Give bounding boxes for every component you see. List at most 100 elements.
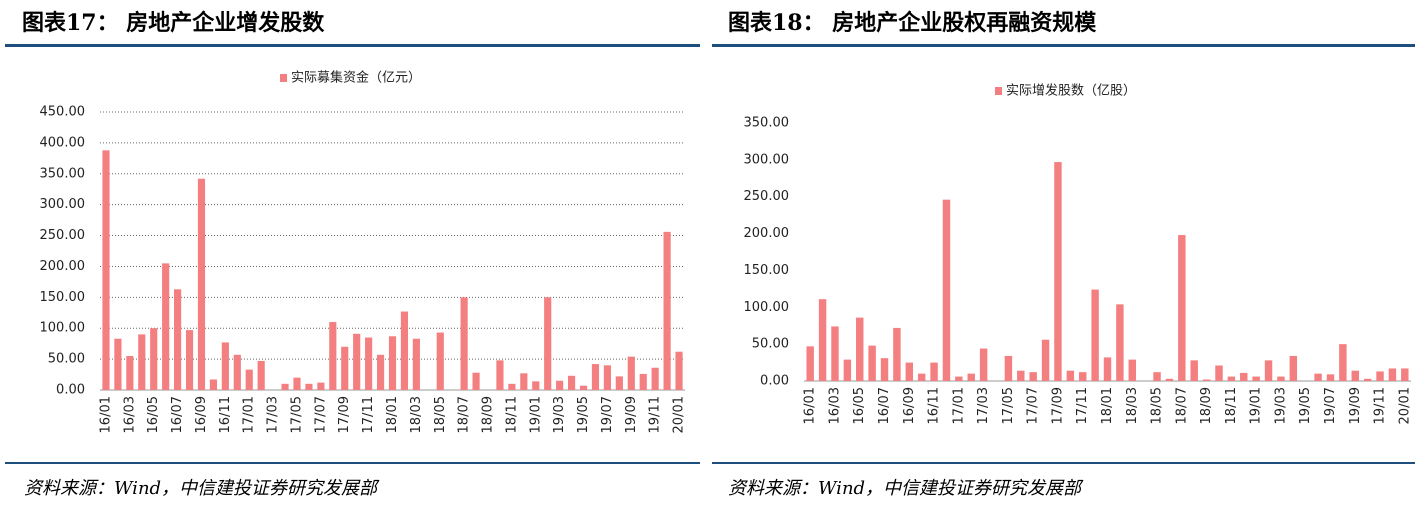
x-tick-label: 17/05 (1001, 387, 1016, 424)
x-tick-label: 16/01 (98, 396, 113, 433)
x-tick-label: 19/09 (1348, 387, 1363, 424)
x-tick-label: 17/07 (1026, 387, 1041, 424)
header-rule (712, 44, 1415, 47)
bar (520, 373, 528, 390)
x-tick-label: 19/01 (1249, 387, 1264, 424)
bar (880, 358, 889, 381)
bar (1363, 378, 1372, 381)
bar (174, 289, 182, 390)
x-tick-label: 18/07 (457, 396, 472, 433)
bar (126, 356, 134, 390)
x-tick-label: 18/11 (1224, 387, 1239, 424)
bar (663, 231, 671, 390)
x-tick-label: 16/03 (827, 387, 842, 424)
x-tick-label: 20/01 (672, 396, 687, 433)
bar (1091, 289, 1099, 381)
bar (1116, 304, 1124, 381)
bar (1314, 373, 1322, 381)
y-tick-label: 0.00 (760, 374, 789, 389)
y-tick-label: 200.00 (744, 226, 790, 241)
y-tick-label: 300.00 (40, 197, 86, 212)
bar (603, 365, 611, 390)
bar (1240, 372, 1248, 381)
x-tick-label: 16/01 (803, 387, 818, 424)
bar (544, 297, 552, 390)
x-tick-label: 18/11 (504, 396, 519, 433)
bar (185, 330, 194, 390)
bar (579, 385, 588, 390)
x-tick-label: 17/07 (313, 396, 328, 433)
bar (436, 332, 444, 390)
bar (1041, 339, 1050, 381)
bar (905, 362, 914, 381)
bar (831, 326, 839, 381)
bar (856, 317, 864, 381)
bar (353, 333, 361, 390)
bar (532, 381, 540, 390)
y-tick-label: 350.00 (744, 116, 790, 131)
y-tick-label: 100.00 (744, 300, 790, 315)
chart-title: 图表18： 房地产企业股权再融资规模 (728, 10, 1097, 36)
footer-rule (712, 462, 1415, 464)
bar (257, 360, 265, 390)
x-tick-label: 17/11 (361, 396, 376, 433)
bar (293, 377, 301, 390)
bar (460, 297, 468, 390)
bar (651, 367, 659, 390)
bar (1277, 376, 1285, 381)
legend-label: 实际募集资金（亿元） (291, 70, 421, 86)
bar (1376, 371, 1384, 381)
bar (1227, 376, 1236, 381)
x-tick-label: 16/07 (877, 387, 892, 424)
bar (955, 376, 963, 381)
y-tick-label: 50.00 (752, 337, 789, 352)
y-tick-label: 300.00 (744, 152, 790, 167)
x-tick-label: 17/09 (1050, 387, 1065, 424)
bar (1339, 344, 1347, 381)
x-tick-label: 17/03 (976, 387, 991, 424)
bar (1029, 372, 1037, 381)
bar (365, 337, 373, 390)
bar (1190, 360, 1198, 381)
y-tick-label: 250.00 (744, 189, 790, 204)
x-tick-label: 16/05 (146, 396, 161, 433)
x-tick-label: 19/09 (624, 396, 639, 433)
x-tick-label: 19/07 (1323, 387, 1338, 424)
bar (843, 359, 852, 381)
chart-title: 图表17： 房地产企业增发股数 (22, 10, 325, 36)
bar (1178, 235, 1186, 381)
bar (818, 299, 827, 381)
x-tick-label: 16/03 (122, 396, 137, 433)
bar (150, 328, 158, 390)
bar (1401, 368, 1409, 381)
legend-swatch (280, 74, 287, 82)
bar (893, 327, 901, 381)
bar (209, 379, 217, 390)
bar (221, 342, 229, 390)
x-tick-label: 19/05 (576, 396, 591, 433)
x-tick-label: 17/01 (242, 396, 257, 433)
bar (1066, 370, 1075, 381)
x-tick-label: 16/11 (218, 396, 233, 433)
bar (1215, 365, 1223, 381)
bar (197, 178, 206, 390)
bar (942, 199, 951, 381)
x-tick-label: 18/05 (433, 396, 448, 433)
bar (162, 263, 170, 390)
x-tick-label: 19/11 (1373, 387, 1388, 424)
bar (496, 360, 504, 390)
source-note: 资料来源：Wind，中信建投证券研究发展部 (24, 478, 380, 499)
bar (281, 383, 289, 390)
bar (1165, 378, 1174, 381)
bar (1252, 376, 1260, 381)
bar (388, 336, 397, 390)
x-tick-label: 16/09 (902, 387, 917, 424)
bar (615, 376, 623, 390)
bar (1202, 379, 1211, 381)
x-tick-label: 16/11 (927, 387, 942, 424)
bar (1153, 372, 1161, 381)
bar (472, 372, 480, 390)
bar (317, 382, 325, 390)
x-tick-label: 18/03 (409, 396, 424, 433)
